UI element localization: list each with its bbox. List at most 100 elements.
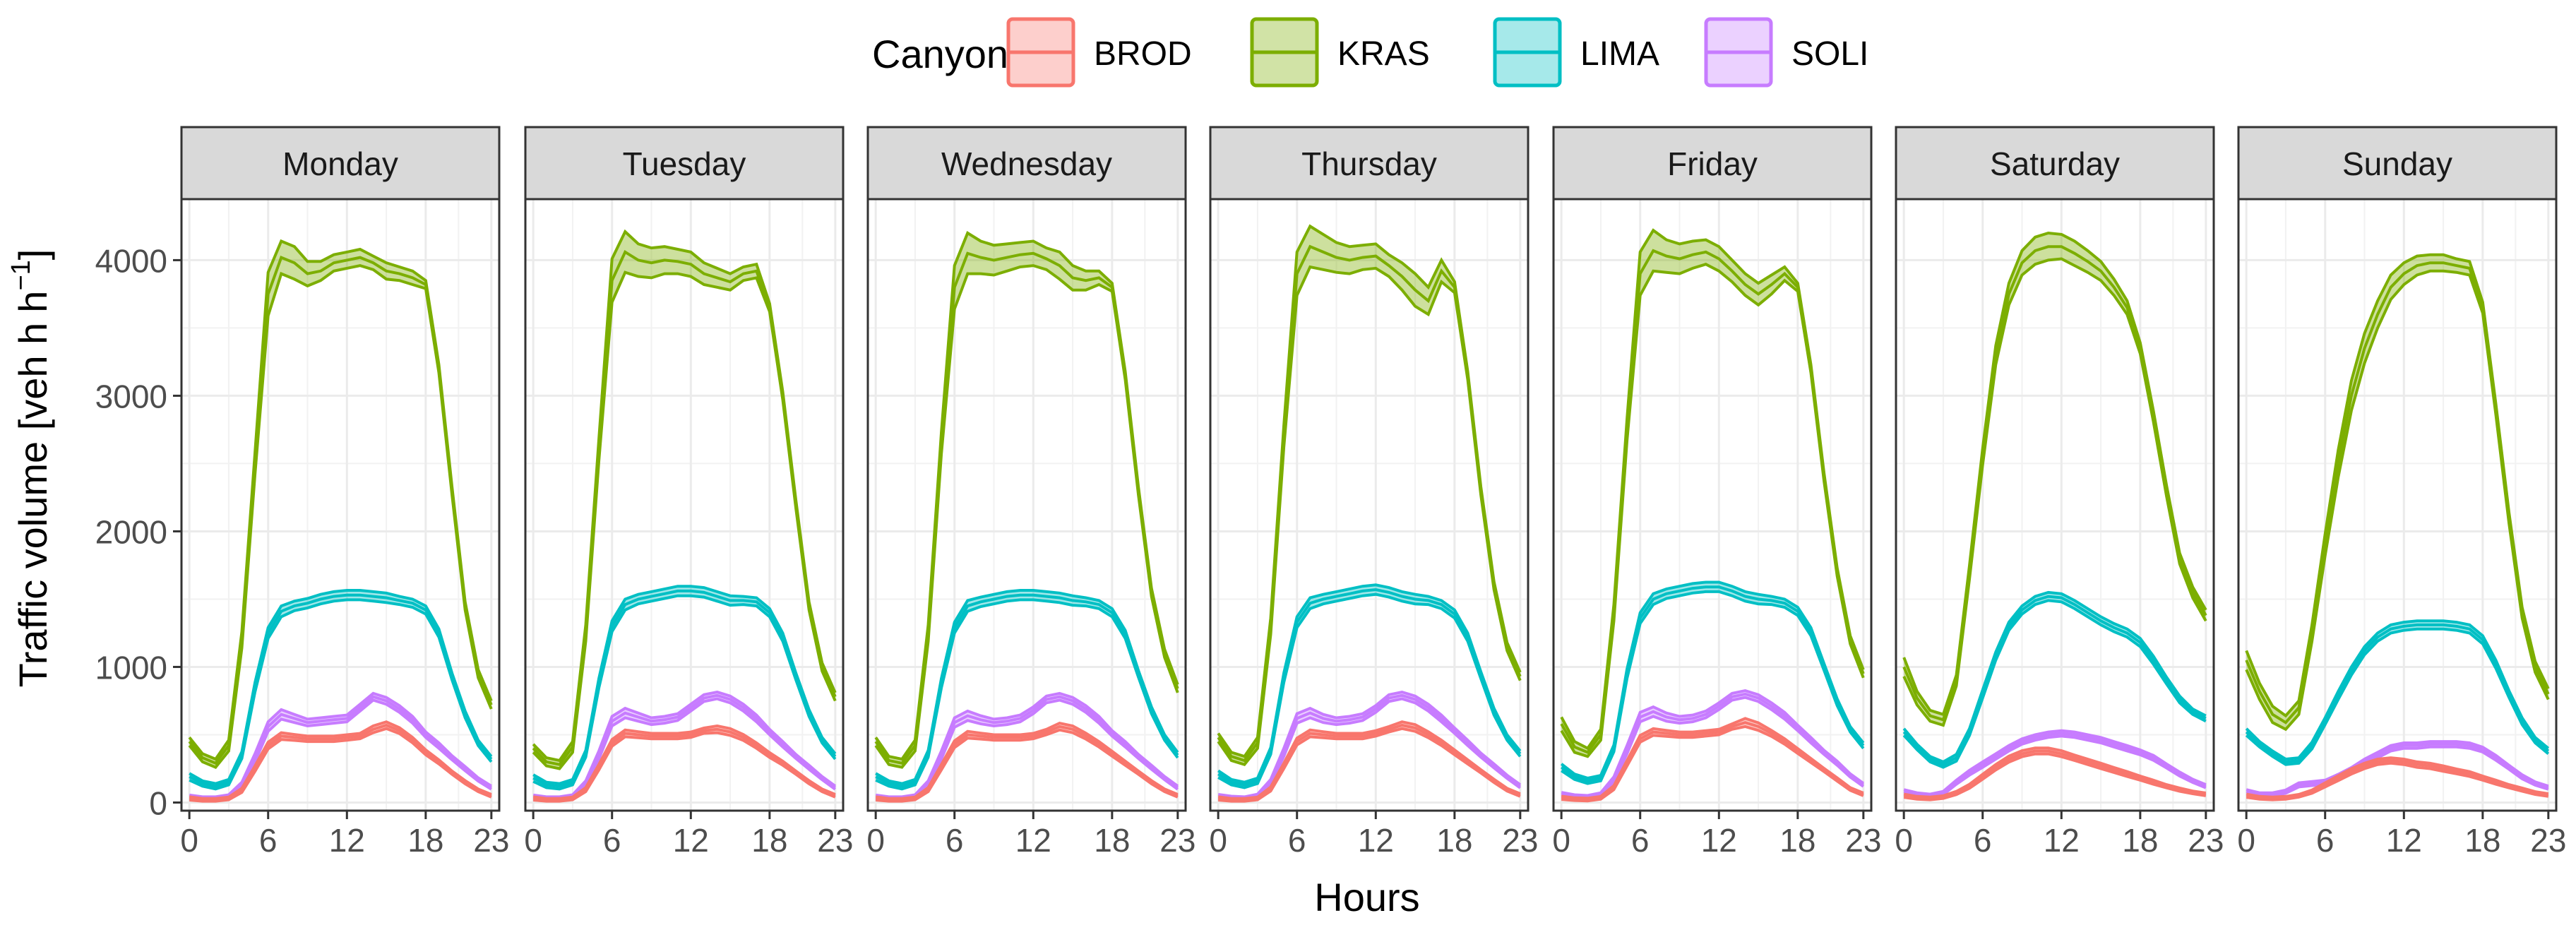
mean-line-kras	[2245, 261, 2550, 725]
series-lima	[532, 585, 837, 791]
x-tick-label-6: 6	[603, 822, 621, 859]
y-axis-title-main: Traffic volume [veh h	[11, 323, 55, 688]
facet-strip-label: Tuesday	[623, 145, 746, 182]
x-tick-label-6: 6	[1631, 822, 1650, 859]
mean-line-kras	[1560, 249, 1865, 754]
x-tick-label-0: 0	[180, 822, 198, 859]
y-tick-label-0: 0	[149, 785, 167, 821]
x-tick-label-6: 6	[1974, 822, 1992, 859]
facet-strip-label: Saturday	[1990, 145, 2120, 182]
x-tick-label-6: 6	[259, 822, 278, 859]
mean-line-brod	[2246, 758, 2549, 800]
facet-strip	[180, 126, 501, 201]
series-brod	[2246, 756, 2549, 801]
y-axis-title: Traffic volume [veh h h−1]	[6, 249, 55, 688]
lower-bound-line-brod	[533, 731, 836, 803]
upper-bound-line-brod	[1903, 746, 2207, 799]
lower-bound-line-brod	[1561, 725, 1864, 803]
mean-line-brod	[1217, 723, 1521, 801]
mean-line-lima	[189, 593, 493, 788]
legend-label-kras: KRAS	[1337, 35, 1430, 73]
upper-bound-line-brod	[532, 724, 836, 800]
y-axis-title-unit-base: h	[11, 291, 55, 313]
mean-line-lima	[532, 589, 837, 788]
x-tick-label-18: 18	[1779, 822, 1815, 859]
series-kras	[1902, 231, 2207, 727]
series-soli	[1903, 729, 2207, 799]
upper-bound-line-soli	[875, 691, 1179, 799]
x-tick-label-18: 18	[1094, 822, 1130, 859]
facet-strip	[1895, 126, 2215, 201]
x-tick-label-18: 18	[407, 822, 443, 859]
x-tick-label-18: 18	[2464, 822, 2500, 859]
x-tick-label-0: 0	[2237, 822, 2255, 859]
x-tick-label-23: 23	[473, 822, 509, 859]
series-kras	[1217, 224, 1522, 767]
x-tick-label-23: 23	[1159, 822, 1195, 859]
x-tick-label-23: 23	[2530, 822, 2566, 859]
facet-strip	[1552, 126, 1873, 201]
y-tick-label-2000: 2000	[95, 513, 167, 550]
upper-bound-line-brod	[875, 722, 1179, 800]
series-brod	[1561, 717, 1864, 803]
mean-line-brod	[189, 723, 492, 801]
lower-bound-line-soli	[1561, 696, 1864, 801]
facet-strip-label: Thursday	[1301, 145, 1437, 182]
facet-strip	[524, 126, 845, 201]
x-tick-label-12: 12	[1701, 822, 1737, 859]
y-tick-label-3000: 3000	[95, 378, 167, 415]
panel-border	[1209, 198, 1530, 812]
x-tick-label-23: 23	[817, 822, 853, 859]
series-kras	[532, 229, 837, 770]
x-tick-label-12: 12	[1015, 822, 1051, 859]
mean-line-brod	[875, 725, 1179, 801]
series-kras	[188, 239, 493, 770]
mean-line-soli	[875, 695, 1179, 800]
mean-line-lima	[1217, 588, 1522, 787]
legend-item-soli: SOLI	[1704, 17, 1868, 88]
facet-tuesday: Tuesday 0 6 12 18 23	[524, 126, 853, 859]
mean-line-soli	[189, 695, 492, 800]
lower-bound-line-lima	[2245, 627, 2550, 766]
series-lima	[189, 589, 493, 791]
legend-item-lima: LIMA	[1493, 17, 1659, 88]
facet-strip	[1209, 126, 1530, 201]
x-tick-label-6: 6	[946, 822, 964, 859]
x-tick-label-12: 12	[329, 822, 365, 859]
mean-line-kras	[1902, 245, 2207, 722]
mean-line-lima	[875, 593, 1179, 788]
facet-strip	[2237, 126, 2558, 201]
x-tick-label-12: 12	[2044, 822, 2080, 859]
mean-line-soli	[2246, 742, 2549, 796]
mean-line-lima	[1902, 595, 2207, 766]
lower-bound-line-brod	[1903, 752, 2207, 801]
x-tick-label-0: 0	[866, 822, 885, 859]
upper-bound-line-soli	[2246, 740, 2549, 794]
series-brod	[532, 724, 836, 803]
series-lima	[2245, 619, 2550, 766]
y-tick-label-1000: 1000	[95, 649, 167, 686]
upper-bound-line-brod	[1217, 720, 1521, 800]
y-axis-title-close: ]	[11, 249, 55, 261]
mean-line-soli	[1217, 693, 1521, 800]
series-brod	[1903, 746, 2207, 801]
lower-bound-line-brod	[189, 727, 492, 803]
upper-bound-line-soli	[189, 691, 492, 799]
upper-bound-line-soli	[1903, 729, 2207, 796]
lower-bound-line-soli	[1903, 734, 2207, 799]
x-tick-label-0: 0	[1895, 822, 1913, 859]
panel-border	[180, 198, 501, 812]
lower-bound-line-soli	[2246, 745, 2549, 798]
lower-bound-line-lima	[1902, 599, 2207, 769]
facet-sunday: Sunday 0 6 12 18 23	[2237, 126, 2566, 859]
series-lima	[1560, 580, 1865, 785]
mean-line-brod	[1561, 721, 1864, 801]
series-kras	[874, 231, 1179, 769]
panel-border	[1552, 198, 1873, 812]
series-brod	[875, 722, 1179, 803]
facet-monday: Monday 0 6 12 18 23	[180, 126, 509, 859]
facet-strip-label: Wednesday	[941, 145, 1112, 182]
mean-line-brod	[532, 727, 836, 801]
x-tick-label-12: 12	[673, 822, 709, 859]
mean-line-kras	[874, 251, 1179, 765]
